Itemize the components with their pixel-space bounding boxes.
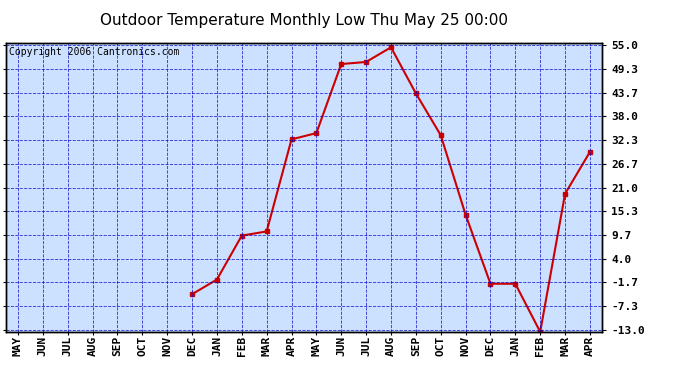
Text: Copyright 2006 Cantronics.com: Copyright 2006 Cantronics.com (8, 48, 179, 57)
Text: Outdoor Temperature Monthly Low Thu May 25 00:00: Outdoor Temperature Monthly Low Thu May … (99, 13, 508, 28)
